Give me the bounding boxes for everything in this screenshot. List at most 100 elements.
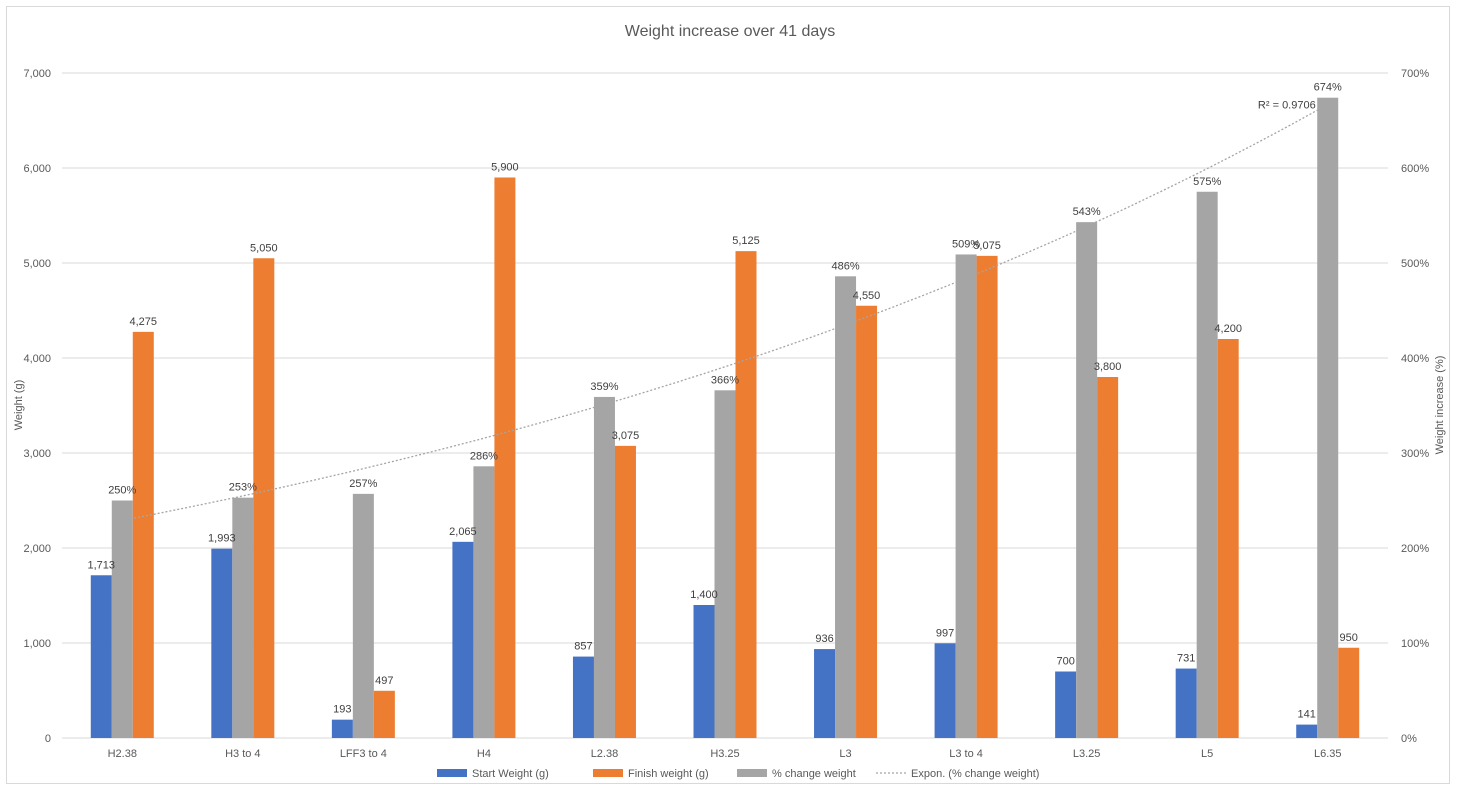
data-label: 1,993 (208, 533, 236, 545)
y2-axis-title: Weight increase (%) (1434, 356, 1446, 455)
bars (90, 97, 1360, 738)
data-label: 1,713 (88, 559, 116, 571)
bar-start-weight-g (934, 643, 956, 738)
bar-finish-weight-g (856, 305, 878, 738)
bar-finish-weight-g (373, 690, 395, 738)
y2-tick-label: 700% (1401, 68, 1429, 80)
trendline-group: R² = 0.9706 (122, 99, 1329, 522)
x-tick-label: H2.38 (108, 748, 137, 760)
data-label: 486% (831, 260, 859, 272)
bar-finish-weight-g (132, 331, 154, 738)
data-label: 674% (1314, 82, 1342, 94)
y2-tick-label: 200% (1401, 543, 1429, 555)
y-tick-label: 0 (45, 733, 51, 745)
gridlines (62, 72, 1388, 739)
bar-finish-weight-g (253, 258, 275, 738)
legend-label: Start Weight (g) (472, 768, 549, 780)
y2-axis-ticks: 0% 100% 200% 300% 400% 500% 600% 700% (1401, 68, 1429, 745)
bar-start-weight-g (1296, 724, 1318, 738)
legend-swatch (737, 769, 767, 777)
data-label: 575% (1193, 176, 1221, 188)
legend-label: Expon. (% change weight) (911, 768, 1039, 780)
x-tick-label: L3.25 (1073, 748, 1101, 760)
bar-finish-weight-g (1217, 339, 1239, 738)
data-label: 731 (1177, 653, 1195, 665)
x-tick-label: L3 to 4 (949, 748, 983, 760)
r-squared-label: R² = 0.9706 (1258, 99, 1316, 111)
y2-tick-label: 400% (1401, 353, 1429, 365)
bar-start-weight-g (1175, 668, 1197, 738)
legend-swatch (593, 769, 623, 777)
data-label: 2,065 (449, 526, 477, 538)
data-label: 497 (375, 675, 393, 687)
x-tick-label: H4 (477, 748, 491, 760)
bar--change-weight (352, 493, 374, 738)
bar--change-weight (1076, 222, 1098, 738)
data-label: 5,900 (491, 162, 519, 174)
bar--change-weight (111, 500, 133, 738)
bar--change-weight (714, 390, 736, 738)
data-label: 366% (711, 374, 739, 386)
chart-title: Weight increase over 41 days (625, 23, 835, 40)
y2-tick-label: 100% (1401, 638, 1429, 650)
data-label: 359% (590, 381, 618, 393)
y-axis-ticks: 0 1,000 2,000 3,000 4,000 5,000 6,000 7,000 (23, 68, 51, 745)
y-tick-label: 5,000 (23, 258, 51, 270)
y2-tick-label: 300% (1401, 448, 1429, 460)
bar-finish-weight-g (735, 251, 757, 738)
legend-swatch (437, 769, 467, 777)
y-tick-label: 7,000 (23, 68, 51, 80)
data-label: 3,800 (1094, 361, 1122, 373)
bar-start-weight-g (211, 548, 233, 738)
data-label: 5,050 (250, 242, 278, 254)
data-label: 997 (936, 627, 954, 639)
bar-start-weight-g (814, 649, 836, 738)
legend-label: % change weight (772, 768, 856, 780)
data-label: 5,075 (973, 240, 1001, 252)
y-tick-label: 3,000 (23, 448, 51, 460)
x-tick-label: L6.35 (1314, 748, 1342, 760)
bar--change-weight (1196, 191, 1218, 738)
x-tick-label: H3 to 4 (225, 748, 260, 760)
bar--change-weight (835, 276, 857, 738)
y-tick-label: 2,000 (23, 543, 51, 555)
data-label: 950 (1340, 632, 1358, 644)
bar-start-weight-g (693, 605, 715, 738)
y-tick-label: 6,000 (23, 163, 51, 175)
bar--change-weight (955, 254, 977, 738)
data-label: 257% (349, 478, 377, 490)
x-tick-label: L3 (839, 748, 851, 760)
data-label: 700 (1056, 656, 1074, 668)
data-label: 4,550 (853, 290, 881, 302)
bar--change-weight (473, 466, 495, 738)
data-label: 543% (1073, 206, 1101, 218)
data-label: 193 (333, 704, 351, 716)
bar-finish-weight-g (976, 255, 998, 738)
bar-start-weight-g (1055, 671, 1077, 738)
x-axis-ticks: H2.38 H3 to 4 LFF3 to 4 H4 L2.38 H3.25 L3 L3 to… (108, 748, 1342, 760)
x-tick-label: LFF3 to 4 (340, 748, 387, 760)
data-label: 141 (1298, 709, 1316, 721)
bar-start-weight-g (331, 719, 353, 738)
data-label: 4,200 (1214, 323, 1242, 335)
y2-tick-label: 0% (1401, 733, 1417, 745)
bar-start-weight-g (452, 541, 474, 738)
bar--change-weight (593, 396, 615, 738)
data-label: 857 (574, 641, 592, 653)
bar--change-weight (232, 497, 254, 738)
data-label: 250% (108, 485, 136, 497)
bar-finish-weight-g (614, 445, 636, 738)
bar-finish-weight-g (1338, 647, 1360, 738)
data-label: 5,125 (732, 235, 760, 247)
y-tick-label: 4,000 (23, 353, 51, 365)
bar-start-weight-g (572, 656, 594, 738)
legend: Start Weight (g) Finish weight (g) % chang… (437, 768, 1039, 780)
data-label: 286% (470, 450, 498, 462)
y-tick-label: 1,000 (23, 638, 51, 650)
data-label: 3,075 (612, 430, 640, 442)
data-label: 1,400 (690, 589, 718, 601)
data-labels: 1,713 250% 4,275 1,993 253% 5,050 193 257% 497 2,… (88, 82, 1358, 721)
trendline (122, 103, 1329, 522)
data-label: 936 (815, 633, 833, 645)
